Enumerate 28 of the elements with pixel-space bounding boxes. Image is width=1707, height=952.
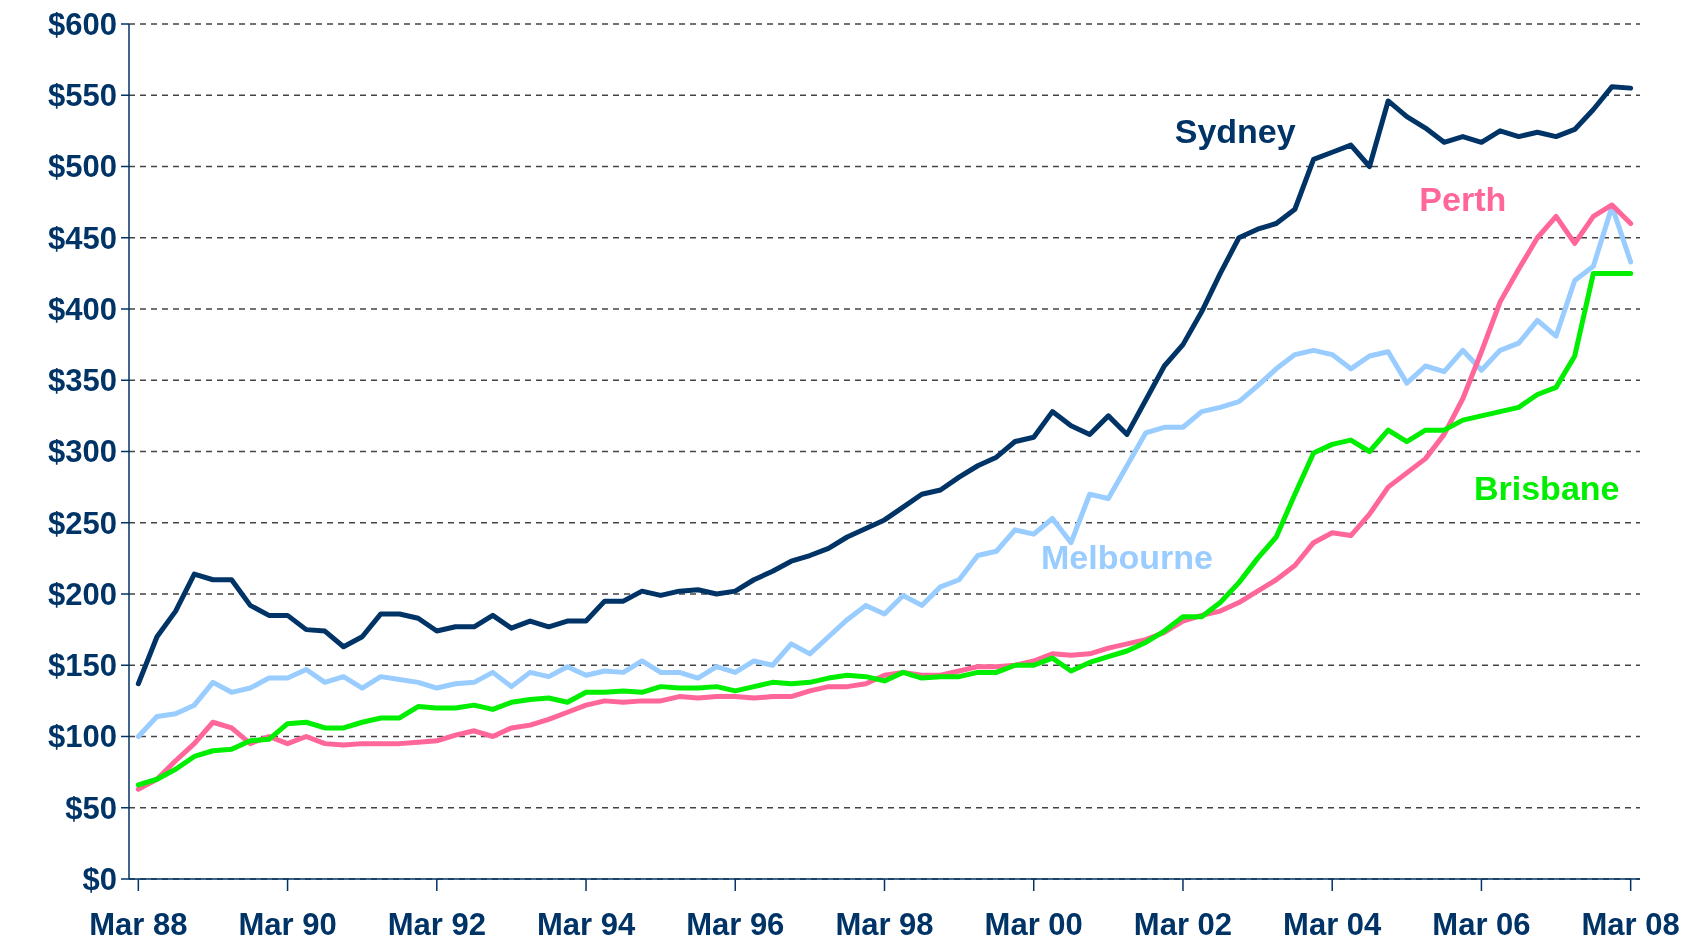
y-tick-label: $200 (48, 576, 117, 612)
y-tick-label: $150 (48, 648, 117, 684)
x-tick-label: Mar 92 (387, 907, 486, 942)
y-tick-label: $400 (48, 291, 117, 327)
series-label: Brisbane (1473, 469, 1620, 508)
x-tick-label: Mar 04 (1283, 907, 1383, 942)
x-tick-label: Mar 94 (536, 907, 636, 942)
x-tick-label: Mar 08 (1581, 907, 1680, 942)
x-tick-label: Mar 96 (686, 907, 785, 942)
y-tick-label: $550 (48, 78, 117, 114)
series-label: Perth (1419, 180, 1507, 219)
y-tick-label: $100 (48, 719, 117, 755)
series-label: Melbourne (1041, 537, 1213, 576)
x-tick-label: Mar 98 (835, 907, 934, 942)
y-tick-label: $250 (48, 505, 117, 541)
y-tick-label: $350 (48, 363, 117, 399)
y-tick-label: $0 (82, 861, 117, 897)
x-tick-label: Mar 90 (238, 907, 337, 942)
y-tick-label: $300 (48, 434, 117, 470)
y-tick-label: $50 (65, 790, 117, 826)
x-tick-label: Mar 00 (984, 907, 1083, 942)
x-tick-label: Mar 06 (1432, 907, 1531, 942)
y-tick-label: $500 (48, 149, 117, 185)
x-tick-label: Mar 88 (89, 907, 188, 942)
y-tick-label: $600 (48, 6, 117, 42)
y-tick-label: $450 (48, 220, 117, 256)
x-tick-label: Mar 02 (1133, 907, 1233, 942)
series-label: Sydney (1174, 111, 1296, 150)
